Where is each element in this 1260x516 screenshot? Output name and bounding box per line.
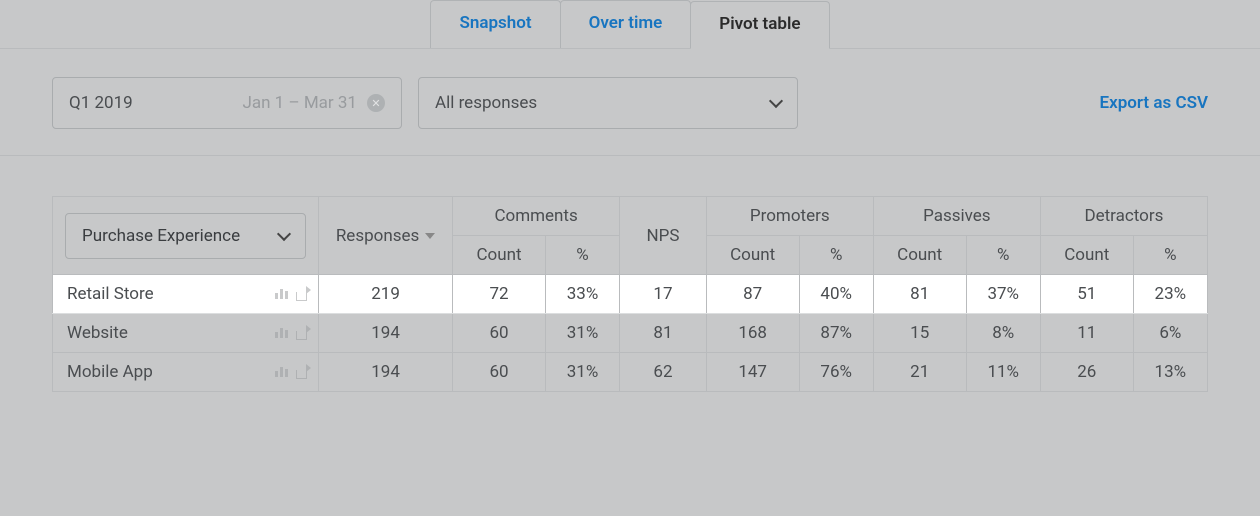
rowheader-label: Purchase Experience (82, 226, 240, 246)
sort-caret-icon (425, 233, 435, 239)
col-comments[interactable]: Comments (453, 197, 620, 236)
col-promoters[interactable]: Promoters (706, 197, 873, 236)
col-passives-count[interactable]: Count (873, 236, 966, 275)
col-passives-pct[interactable]: % (966, 236, 1040, 275)
data-cell: 147 (706, 353, 799, 392)
col-promoters-count[interactable]: Count (706, 236, 799, 275)
data-cell: 60 (453, 353, 546, 392)
share-icon[interactable] (296, 287, 310, 301)
rowheader-selector[interactable]: Purchase Experience (65, 213, 306, 259)
export-csv-link[interactable]: Export as CSV (1100, 93, 1208, 113)
tab-overtime[interactable]: Over time (560, 0, 692, 48)
data-cell: 72 (453, 275, 546, 314)
rowheader-cell: Purchase Experience (53, 197, 319, 275)
col-passives[interactable]: Passives (873, 197, 1040, 236)
data-cell: 26 (1040, 353, 1133, 392)
col-responses[interactable]: Responses (319, 197, 453, 275)
data-cell: 17 (620, 275, 707, 314)
row-label: Mobile App (67, 362, 267, 382)
data-cell: 37% (966, 275, 1040, 314)
date-range-selector[interactable]: Q1 2019 Jan 1 – Mar 31 (52, 77, 402, 129)
row-label: Website (67, 323, 267, 343)
col-detractors-pct[interactable]: % (1133, 236, 1207, 275)
bar-chart-icon[interactable] (275, 367, 288, 377)
data-cell: 194 (319, 314, 453, 353)
data-cell: 31% (545, 314, 619, 353)
data-cell: 23% (1133, 275, 1207, 314)
date-range-label: Q1 2019 (69, 93, 133, 113)
data-cell: 8% (966, 314, 1040, 353)
share-icon[interactable] (296, 326, 310, 340)
data-cell: 13% (1133, 353, 1207, 392)
table-row[interactable]: Website 1946031%8116887%158%116% (53, 314, 1208, 353)
data-cell: 62 (620, 353, 707, 392)
data-cell: 33% (545, 275, 619, 314)
clear-date-icon[interactable] (367, 94, 385, 112)
col-detractors-count[interactable]: Count (1040, 236, 1133, 275)
data-cell: 87% (799, 314, 873, 353)
data-cell: 21 (873, 353, 966, 392)
pivot-table-wrap: Purchase Experience Responses Comments N… (0, 156, 1260, 392)
pivot-table: Purchase Experience Responses Comments N… (52, 196, 1208, 392)
col-detractors[interactable]: Detractors (1040, 197, 1207, 236)
bar-chart-icon[interactable] (275, 289, 288, 299)
data-cell: 81 (873, 275, 966, 314)
row-label: Retail Store (67, 284, 267, 304)
col-comments-pct[interactable]: % (545, 236, 619, 275)
response-filter-selector[interactable]: All responses (418, 77, 798, 129)
data-cell: 11% (966, 353, 1040, 392)
data-cell: 6% (1133, 314, 1207, 353)
data-cell: 40% (799, 275, 873, 314)
row-label-cell: Mobile App (53, 353, 319, 392)
data-cell: 81 (620, 314, 707, 353)
table-row[interactable]: Mobile App 1946031%6214776%2111%2613% (53, 353, 1208, 392)
data-cell: 168 (706, 314, 799, 353)
filterbar: Q1 2019 Jan 1 – Mar 31 All responses Exp… (0, 49, 1260, 156)
data-cell: 31% (545, 353, 619, 392)
table-row[interactable]: Retail Store 2197233%178740%8137%5123% (53, 275, 1208, 314)
tab-snapshot[interactable]: Snapshot (430, 0, 560, 48)
col-nps[interactable]: NPS (620, 197, 707, 275)
tabs: Snapshot Over time Pivot table (0, 0, 1260, 49)
share-icon[interactable] (296, 365, 310, 379)
col-promoters-pct[interactable]: % (799, 236, 873, 275)
chevron-down-icon (769, 94, 783, 108)
data-cell: 76% (799, 353, 873, 392)
data-cell: 51 (1040, 275, 1133, 314)
data-cell: 219 (319, 275, 453, 314)
data-cell: 60 (453, 314, 546, 353)
col-comments-count[interactable]: Count (453, 236, 546, 275)
data-cell: 87 (706, 275, 799, 314)
bar-chart-icon[interactable] (275, 328, 288, 338)
data-cell: 15 (873, 314, 966, 353)
response-filter-label: All responses (435, 93, 537, 113)
date-range-value: Jan 1 – Mar 31 (242, 93, 357, 113)
tab-pivot[interactable]: Pivot table (690, 1, 829, 49)
data-cell: 11 (1040, 314, 1133, 353)
row-label-cell: Retail Store (53, 275, 319, 314)
data-cell: 194 (319, 353, 453, 392)
row-label-cell: Website (53, 314, 319, 353)
chevron-down-icon (277, 226, 291, 240)
